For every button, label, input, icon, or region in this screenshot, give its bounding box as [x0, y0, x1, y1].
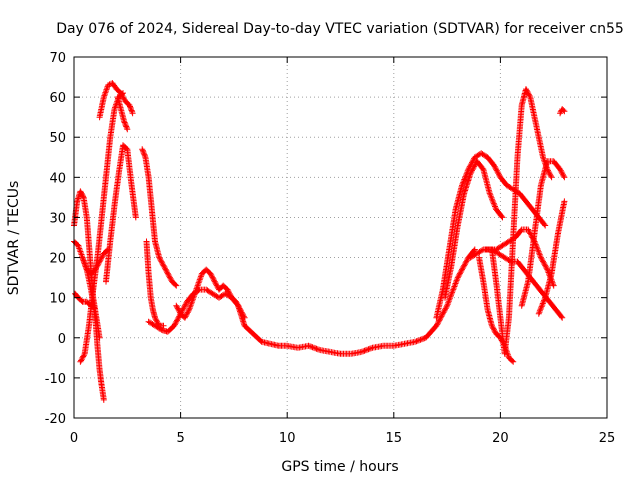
series-markers — [139, 146, 180, 289]
y-axis-label: SDTVAR / TECUs — [6, 181, 22, 296]
series-markers — [103, 142, 139, 285]
grid-lines — [74, 57, 607, 418]
y-tick-label: 0 — [58, 332, 66, 347]
data-points — [71, 80, 568, 403]
series-markers — [114, 94, 131, 133]
series-markers — [442, 158, 506, 301]
y-tick-label: -10 — [45, 372, 66, 387]
x-tick-label: 5 — [176, 431, 184, 446]
series-trace-20 — [114, 94, 131, 133]
series-markers — [143, 238, 167, 329]
chart-title: Day 076 of 2024, Sidereal Day-to-day VTE… — [56, 21, 624, 37]
series-trace-12 — [433, 150, 549, 321]
series-markers — [173, 266, 248, 321]
series-trace-11 — [173, 266, 248, 321]
x-tick-label: 20 — [492, 431, 509, 446]
x-tick-label: 0 — [70, 431, 78, 446]
series-trace-19 — [535, 198, 568, 317]
series-trace-18 — [518, 158, 568, 309]
x-axis-label: GPS time / hours — [281, 459, 398, 475]
series-trace-13 — [442, 158, 506, 301]
series-trace-17 — [476, 254, 517, 365]
x-tick-label: 25 — [599, 431, 616, 446]
y-tick-label: -20 — [45, 412, 66, 427]
y-tick-label: 30 — [49, 211, 66, 226]
series-markers — [518, 158, 568, 309]
series-trace-8 — [139, 146, 180, 289]
y-tick-label: 60 — [49, 91, 66, 106]
y-tick-label: 10 — [49, 292, 66, 307]
series-trace-9 — [143, 238, 167, 329]
y-tick-label: 20 — [49, 252, 66, 267]
y-tick-label: 70 — [49, 51, 66, 66]
series-trace-21 — [557, 106, 568, 117]
series-markers — [79, 254, 107, 403]
series-markers — [557, 106, 568, 117]
series-trace-15 — [467, 226, 557, 289]
plot-frame — [73, 56, 608, 419]
y-tick-label: 40 — [49, 171, 66, 186]
series-markers — [467, 226, 557, 289]
series-markers — [476, 254, 517, 365]
x-tick-label: 10 — [279, 431, 296, 446]
series-markers — [433, 150, 549, 321]
y-tick-label: 50 — [49, 131, 66, 146]
x-tick-label: 15 — [386, 431, 403, 446]
series-markers — [535, 198, 568, 317]
series-trace-7 — [103, 142, 139, 285]
series-trace-6 — [79, 254, 107, 403]
axis-ticks: 0 5 10 15 20 25 -20 -10 0 10 20 30 40 50 60 70 — [45, 51, 616, 446]
